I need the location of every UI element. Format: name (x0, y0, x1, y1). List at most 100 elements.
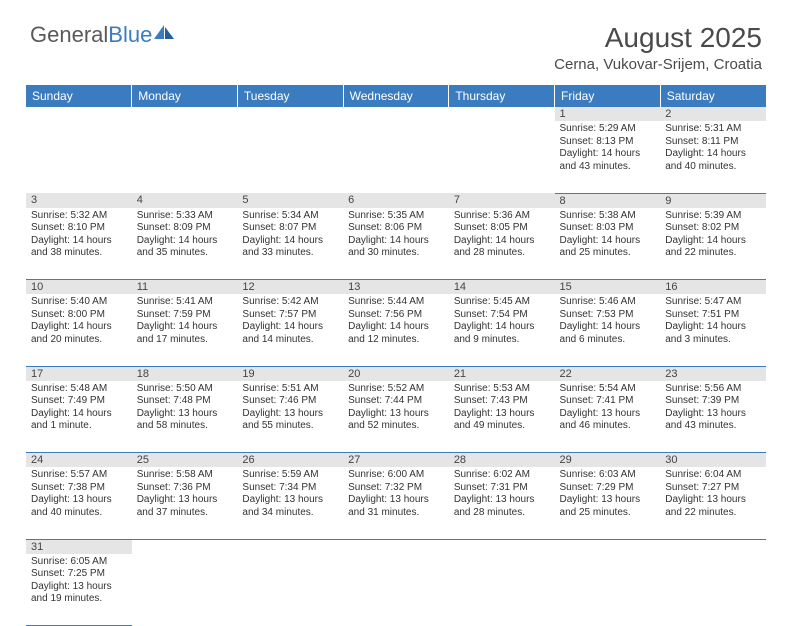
day-cell (343, 121, 449, 193)
daylight-line2: and 30 minutes. (348, 247, 444, 260)
day-header: Thursday (449, 85, 555, 107)
sunrise-line: Sunrise: 5:41 AM (137, 296, 233, 309)
day-cell: Sunrise: 5:44 AMSunset: 7:56 PMDaylight:… (343, 294, 449, 366)
content-row: Sunrise: 5:40 AMSunset: 8:00 PM Daylight:… (26, 294, 766, 366)
sunset-line: Sunset: 7:53 PM (560, 309, 656, 322)
day-number-cell: 20 (343, 366, 449, 381)
day-number-cell: 13 (343, 280, 449, 295)
day-cell: Sunrise: 5:35 AMSunset: 8:06 PMDaylight:… (343, 208, 449, 280)
day-number-cell (449, 539, 555, 554)
day-header: Wednesday (343, 85, 449, 107)
day-header: Tuesday (237, 85, 343, 107)
sunrise-line: Sunrise: 5:33 AM (137, 210, 233, 223)
content-row: Sunrise: 5:32 AMSunset: 8:10 PMDaylight:… (26, 208, 766, 280)
sunset-line: Sunset: 7:25 PM (31, 568, 127, 581)
sunset-line: Sunset: 8:00 PM (31, 309, 127, 322)
calendar-head: SundayMondayTuesdayWednesdayThursdayFrid… (26, 85, 766, 107)
sunrise-line: Sunrise: 5:52 AM (348, 383, 444, 396)
daylight-line1: Daylight: 14 hours (242, 235, 338, 248)
sunrise-line: Sunrise: 5:45 AM (454, 296, 550, 309)
daylight-line2: and 17 minutes. (137, 334, 233, 347)
daylight-line1: Daylight: 13 hours (242, 494, 338, 507)
daylight-line1: Daylight: 14 hours (31, 235, 127, 248)
day-cell: Sunrise: 5:54 AMSunset: 7:41 PMDaylight:… (555, 381, 661, 453)
daylight-line2: and 37 minutes. (137, 507, 233, 520)
day-number-cell: 22 (555, 366, 661, 381)
daylight-line1: Daylight: 14 hours (560, 235, 656, 248)
sunset-line: Sunset: 8:02 PM (665, 222, 761, 235)
daylight-line2: and 25 minutes. (560, 507, 656, 520)
day-cell: Sunrise: 5:50 AMSunset: 7:48 PMDaylight:… (132, 381, 238, 453)
daylight-line1: Daylight: 14 hours (665, 148, 761, 161)
sunrise-line: Sunrise: 5:58 AM (137, 469, 233, 482)
sunset-line: Sunset: 7:48 PM (137, 395, 233, 408)
sunset-line: Sunset: 7:44 PM (348, 395, 444, 408)
day-number-cell: 2 (660, 107, 766, 121)
daylight-line2: and 43 minutes. (665, 420, 761, 433)
day-cell: Sunrise: 6:05 AMSunset: 7:25 PMDaylight:… (26, 554, 132, 626)
day-cell: Sunrise: 6:04 AMSunset: 7:27 PMDaylight:… (660, 467, 766, 539)
day-number-cell (660, 539, 766, 554)
sunset-line: Sunset: 7:59 PM (137, 309, 233, 322)
sunset-line: Sunset: 7:29 PM (560, 482, 656, 495)
day-cell: Sunrise: 5:38 AMSunset: 8:03 PMDaylight:… (555, 208, 661, 280)
daylight-line2: and 40 minutes. (665, 161, 761, 174)
sunset-line: Sunset: 8:10 PM (31, 222, 127, 235)
day-cell: Sunrise: 5:52 AMSunset: 7:44 PMDaylight:… (343, 381, 449, 453)
day-cell (660, 554, 766, 626)
day-cell: Sunrise: 5:56 AMSunset: 7:39 PMDaylight:… (660, 381, 766, 453)
sunrise-line: Sunrise: 5:46 AM (560, 296, 656, 309)
sunrise-line: Sunrise: 5:44 AM (348, 296, 444, 309)
brand-part1: General (30, 22, 108, 48)
sunrise-line: Sunrise: 6:00 AM (348, 469, 444, 482)
daylight-line1: Daylight: 13 hours (560, 408, 656, 421)
day-number-cell: 17 (26, 366, 132, 381)
day-cell: Sunrise: 5:34 AMSunset: 8:07 PMDaylight:… (237, 208, 343, 280)
day-header: Sunday (26, 85, 132, 107)
daylight-line2: and 19 minutes. (31, 593, 127, 606)
sunrise-line: Sunrise: 5:32 AM (31, 210, 127, 223)
sunset-line: Sunset: 7:57 PM (242, 309, 338, 322)
daylight-line2: and 34 minutes. (242, 507, 338, 520)
sunset-line: Sunset: 8:03 PM (560, 222, 656, 235)
sunrise-line: Sunrise: 5:48 AM (31, 383, 127, 396)
sunrise-line: Sunrise: 5:35 AM (348, 210, 444, 223)
sunrise-line: Sunrise: 5:50 AM (137, 383, 233, 396)
sunrise-line: Sunrise: 5:40 AM (31, 296, 127, 309)
daylight-line2: and 40 minutes. (31, 507, 127, 520)
day-number-cell: 29 (555, 453, 661, 468)
day-number-cell: 24 (26, 453, 132, 468)
daynum-row: 3456789 (26, 193, 766, 208)
content-row: Sunrise: 5:57 AMSunset: 7:38 PMDaylight:… (26, 467, 766, 539)
daylight-line2: and 35 minutes. (137, 247, 233, 260)
day-cell: Sunrise: 5:36 AMSunset: 8:05 PMDaylight:… (449, 208, 555, 280)
day-number-cell: 26 (237, 453, 343, 468)
day-cell: Sunrise: 6:03 AMSunset: 7:29 PMDaylight:… (555, 467, 661, 539)
daylight-line2: and 6 minutes. (560, 334, 656, 347)
day-cell: Sunrise: 5:29 AMSunset: 8:13 PMDaylight:… (555, 121, 661, 193)
sunrise-line: Sunrise: 5:51 AM (242, 383, 338, 396)
day-cell: Sunrise: 5:58 AMSunset: 7:36 PMDaylight:… (132, 467, 238, 539)
day-number-cell: 9 (660, 193, 766, 208)
day-number-cell: 7 (449, 193, 555, 208)
daylight-line2: and 25 minutes. (560, 247, 656, 260)
daynum-row: 17181920212223 (26, 366, 766, 381)
day-number-cell (343, 107, 449, 121)
day-cell: Sunrise: 5:33 AMSunset: 8:09 PMDaylight:… (132, 208, 238, 280)
day-number-cell: 16 (660, 280, 766, 295)
day-cell: Sunrise: 5:47 AMSunset: 7:51 PMDaylight:… (660, 294, 766, 366)
sunset-line: Sunset: 8:07 PM (242, 222, 338, 235)
sunset-line: Sunset: 8:09 PM (137, 222, 233, 235)
daylight-line2: and 33 minutes. (242, 247, 338, 260)
sunset-line: Sunset: 8:06 PM (348, 222, 444, 235)
sunset-line: Sunset: 7:27 PM (665, 482, 761, 495)
day-number-cell: 21 (449, 366, 555, 381)
sunrise-line: Sunrise: 5:56 AM (665, 383, 761, 396)
content-row: Sunrise: 5:48 AMSunset: 7:49 PMDaylight:… (26, 381, 766, 453)
daylight-line1: Daylight: 14 hours (348, 321, 444, 334)
day-cell: Sunrise: 5:57 AMSunset: 7:38 PMDaylight:… (26, 467, 132, 539)
sunset-line: Sunset: 7:38 PM (31, 482, 127, 495)
day-number-cell: 10 (26, 280, 132, 295)
daylight-line2: and 1 minute. (31, 420, 127, 433)
day-cell (555, 554, 661, 626)
